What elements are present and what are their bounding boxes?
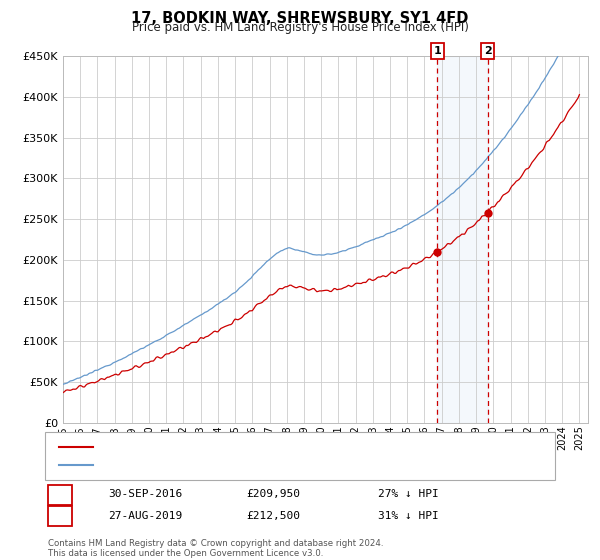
Text: HPI: Average price, detached house, Shropshire: HPI: Average price, detached house, Shro…	[99, 460, 348, 470]
Text: Price paid vs. HM Land Registry's House Price Index (HPI): Price paid vs. HM Land Registry's House …	[131, 21, 469, 34]
Text: Contains HM Land Registry data © Crown copyright and database right 2024.: Contains HM Land Registry data © Crown c…	[48, 539, 383, 548]
Text: 17, BODKIN WAY, SHREWSBURY, SY1 4FD: 17, BODKIN WAY, SHREWSBURY, SY1 4FD	[131, 11, 469, 26]
Text: 31% ↓ HPI: 31% ↓ HPI	[378, 511, 439, 521]
Text: 17, BODKIN WAY, SHREWSBURY, SY1 4FD (detached house): 17, BODKIN WAY, SHREWSBURY, SY1 4FD (det…	[99, 442, 409, 452]
Text: 27% ↓ HPI: 27% ↓ HPI	[378, 489, 439, 500]
Bar	[437, 56, 488, 423]
Text: £212,500: £212,500	[246, 511, 300, 521]
Text: 1: 1	[434, 46, 441, 56]
Text: This data is licensed under the Open Government Licence v3.0.: This data is licensed under the Open Gov…	[48, 549, 323, 558]
Text: 2: 2	[56, 511, 64, 521]
Text: £209,950: £209,950	[246, 489, 300, 500]
Text: 30-SEP-2016: 30-SEP-2016	[108, 489, 182, 500]
Text: 2: 2	[484, 46, 491, 56]
Text: 27-AUG-2019: 27-AUG-2019	[108, 511, 182, 521]
Text: 1: 1	[56, 489, 64, 500]
